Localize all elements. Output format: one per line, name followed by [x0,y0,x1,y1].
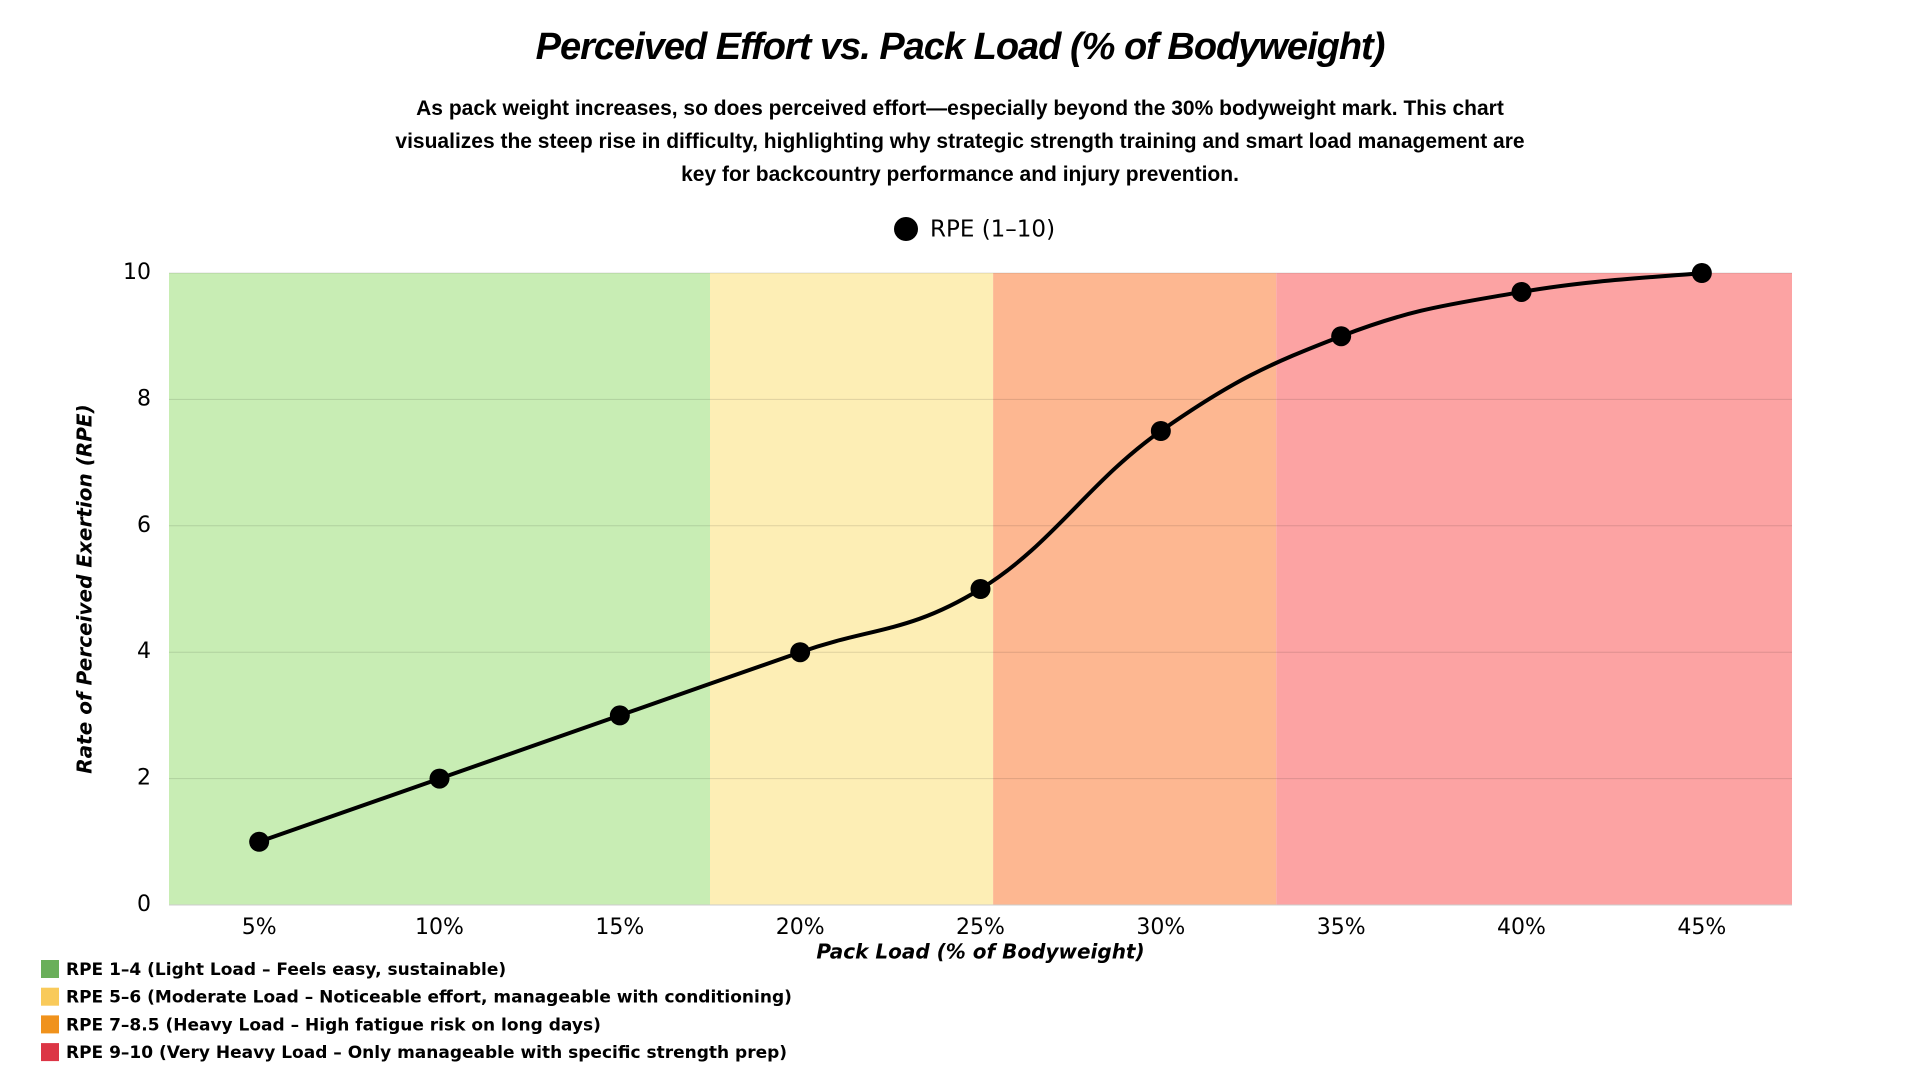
zone-legend-swatch [41,1015,59,1034]
zone-band [169,273,710,905]
data-point [1150,421,1171,441]
data-point [970,579,991,599]
x-tick-label: 35% [1317,915,1366,940]
data-point [609,705,630,726]
x-tick-label: 10% [415,915,464,940]
zone-legend-label: RPE 9–10 (Very Heavy Load – Only managea… [66,1043,787,1063]
chart-subtitle: As pack weight increases, so does percei… [395,97,1525,186]
zone-legend-label: RPE 1–4 (Light Load – Feels easy, sustai… [66,960,506,980]
data-point [249,831,270,852]
data-point [1691,263,1712,283]
y-tick-label: 8 [137,386,151,411]
x-tick-label: 25% [956,915,1005,940]
zone-band [710,273,994,905]
data-point [1511,281,1532,302]
zone-legend-label: RPE 7–8.5 (Heavy Load – High fatigue ris… [66,1015,601,1035]
y-tick-label: 2 [137,766,151,791]
y-tick-label: 10 [123,260,151,285]
x-tick-label: 40% [1497,915,1546,940]
legend-marker [894,217,918,241]
zone-legend-swatch [41,960,59,978]
x-tick-label: 30% [1136,915,1185,940]
data-point [790,642,811,663]
x-tick-label: 5% [242,915,277,940]
x-axis-title: Pack Load (% of Bodyweight) [816,940,1144,964]
y-axis-title: Rate of Perceived Exertion (RPE) [73,404,97,773]
zone-legend-swatch [41,1043,59,1062]
zone-band [993,273,1277,905]
y-tick-label: 6 [137,513,151,538]
x-tick-label: 20% [776,915,825,940]
x-tick-label: 45% [1677,915,1726,940]
data-point [429,768,450,789]
zone-band [1276,273,1792,905]
chart-title: Perceived Effort vs. Pack Load (% of Bod… [535,26,1386,68]
y-tick-label: 4 [137,639,151,664]
x-tick-label: 15% [595,915,644,940]
y-tick-label: 0 [137,892,151,917]
zone-legend-label: RPE 5–6 (Moderate Load – Noticeable effo… [66,988,792,1008]
data-point [1331,326,1352,347]
zone-legend-swatch [41,987,59,1006]
legend-label: RPE (1–10) [930,217,1055,243]
